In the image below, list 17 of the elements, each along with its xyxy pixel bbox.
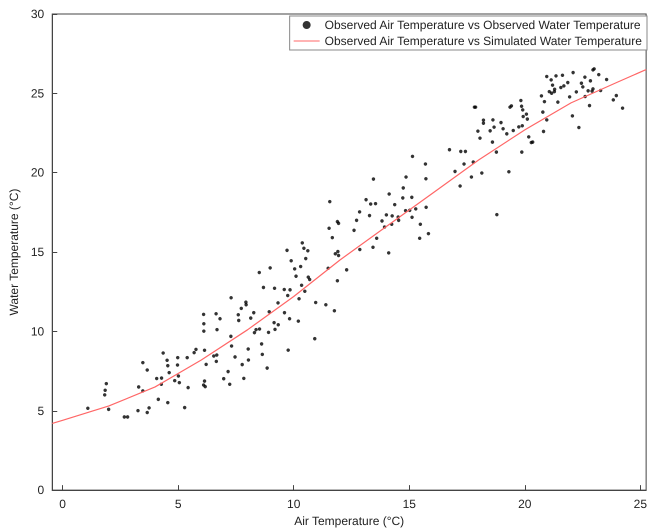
y-tick-label: 15 [30,245,45,260]
x-tick-label: 25 [634,497,648,512]
y-tick-label: 0 [38,483,45,498]
legend-label: Observed Air Temperature vs Simulated Water Temperature [324,34,642,48]
x-tick-label: 5 [174,497,182,512]
y-tick-label: 10 [30,324,45,338]
legend-label: Observed Air Temperature vs Observed Water Temperature [324,18,641,32]
y-tick-label: 5 [38,404,45,418]
x-tick-label: 20 [518,497,532,512]
y-axis-title: Water Temperature (°C) [7,188,21,316]
x-tick-label: 10 [287,497,301,512]
y-tick-label: 25 [30,86,45,100]
x-tick-label: 15 [402,497,416,512]
y-tick-label: 30 [30,7,45,21]
y-tick-label: 20 [30,166,45,180]
x-axis-title: Air Temperature (°C) [294,514,404,528]
x-tick-label: 0 [59,497,66,512]
